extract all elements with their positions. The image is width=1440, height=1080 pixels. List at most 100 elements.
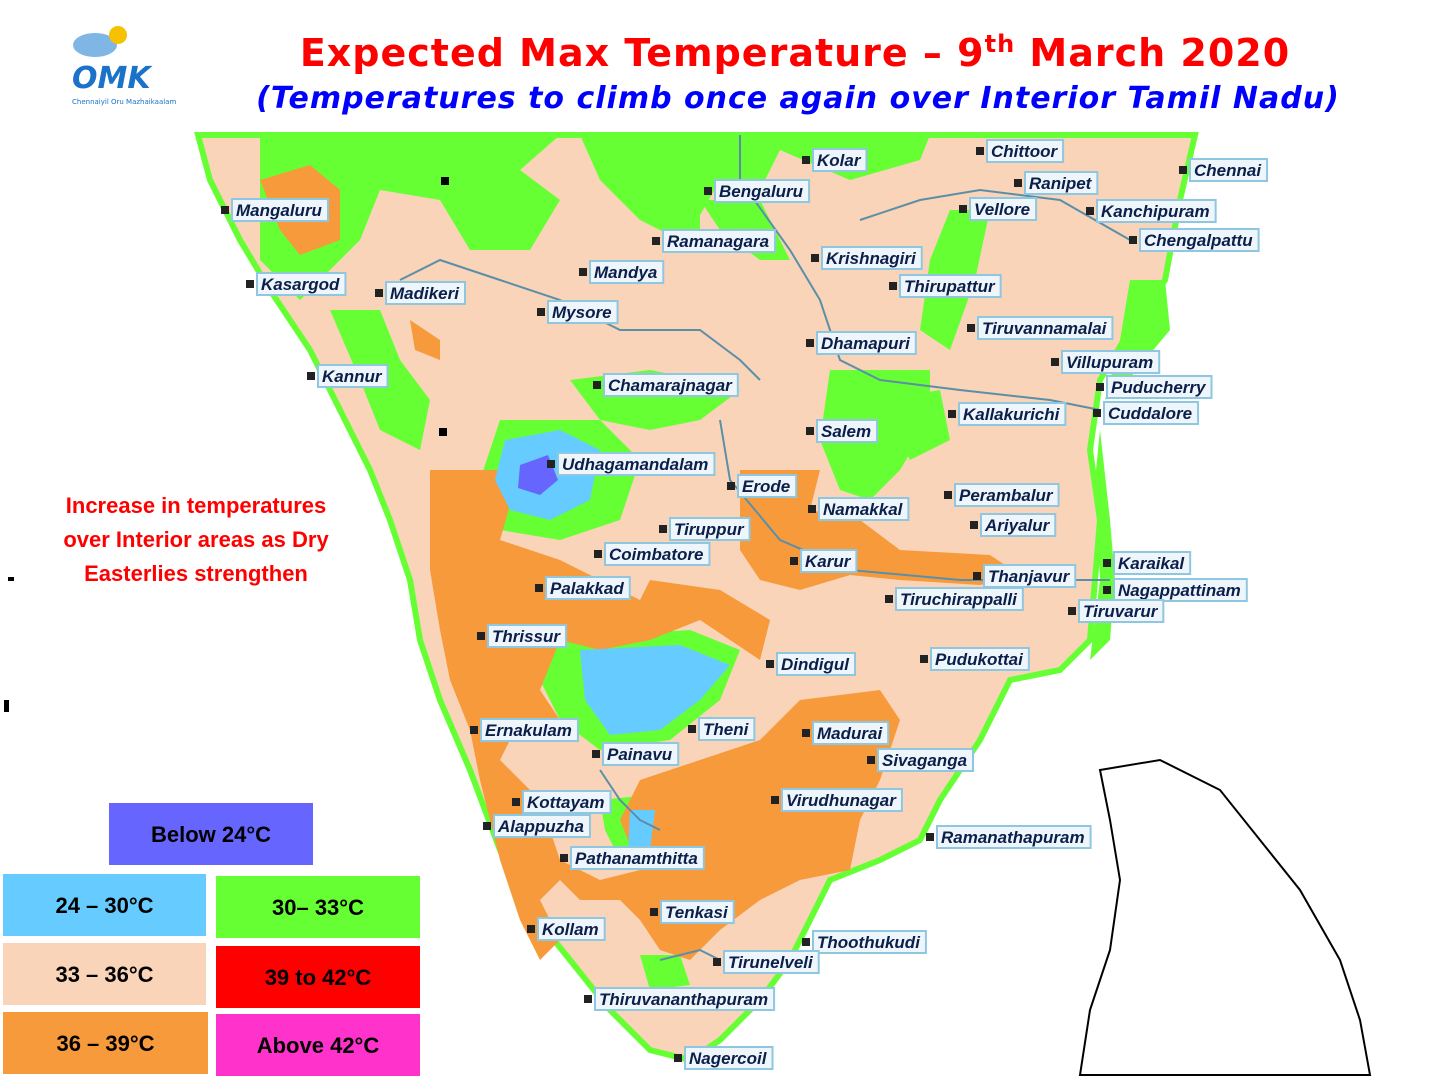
legend-swatch	[3, 943, 206, 1005]
subtitle: (Temperatures to climb once again over I…	[256, 81, 1340, 116]
city-label: Mangaluru	[236, 201, 323, 220]
city-label: Tirunelveli	[728, 953, 814, 972]
city: Thiruvananthapuram	[584, 987, 776, 1011]
city: Coimbatore	[594, 542, 711, 566]
city-label-box	[317, 364, 389, 388]
city-marker	[802, 938, 810, 946]
city-label-box	[1078, 599, 1165, 623]
city-label: Thirupattur	[904, 277, 996, 296]
legend-label: Above 42°C	[257, 1033, 380, 1058]
city-label-box	[986, 139, 1065, 163]
city: Tiruppur	[659, 517, 751, 541]
city-marker	[1068, 607, 1076, 615]
city-label-box	[816, 331, 917, 355]
annotation-line: over Interior areas as Dry	[63, 527, 329, 552]
city-marker	[802, 729, 810, 737]
city-label: Vellore	[974, 200, 1030, 219]
city-label: Nagappattinam	[1118, 581, 1241, 600]
city-label: Painavu	[607, 745, 673, 764]
city-label: Tiruvarur	[1083, 602, 1159, 621]
city-marker	[926, 833, 934, 841]
city: Ernakulam	[470, 718, 579, 742]
city: Namakkal	[808, 497, 910, 521]
city-label: Nagercoil	[689, 1049, 768, 1068]
city-label: Erode	[742, 477, 790, 496]
city-label-box	[812, 721, 890, 745]
city: Tiruchirappalli	[885, 587, 1024, 611]
city-label-box	[899, 274, 1002, 298]
city-marker	[806, 427, 814, 435]
city-marker	[307, 372, 315, 380]
city-marker	[1093, 409, 1101, 417]
city: Karaikal	[1103, 551, 1192, 575]
city: Puducherry	[1096, 375, 1213, 399]
city: Madurai	[802, 721, 890, 745]
city-marker	[512, 798, 520, 806]
city-marker	[885, 595, 893, 603]
legend: Below 24°C 24 – 30°C 30– 33°C 33 – 36°C 39 t…	[3, 803, 420, 1076]
city-label-box	[480, 718, 579, 742]
city-label-box	[231, 198, 329, 222]
city-label-box	[669, 517, 751, 541]
city: Nagercoil	[674, 1046, 774, 1070]
city-marker	[959, 205, 967, 213]
city: Tiruvarur	[1068, 599, 1165, 623]
city: Salem	[806, 419, 879, 443]
city: Palakkad	[535, 576, 631, 600]
city-label: Cuddalore	[1108, 404, 1192, 423]
city-marker	[766, 660, 774, 668]
city-label: Udhagamandalam	[562, 455, 708, 474]
city-label-box	[385, 281, 466, 305]
city-marker	[771, 796, 779, 804]
title-part: March 2020	[1015, 31, 1290, 75]
city-label-box	[1139, 228, 1260, 252]
city: Ranipet	[1014, 171, 1099, 195]
city: Cuddalore	[1093, 401, 1200, 425]
city-label: Kolar	[817, 151, 862, 170]
city-label: Kallakurichi	[963, 405, 1061, 424]
city: Tenkasi	[650, 900, 735, 924]
city-label-box	[895, 587, 1024, 611]
city: Chengalpattu	[1129, 228, 1260, 252]
city-label-box	[698, 717, 756, 741]
city-label: Coimbatore	[609, 545, 703, 564]
city-marker	[527, 925, 535, 933]
city-label: Thoothukudi	[817, 933, 921, 952]
city-label-box	[737, 474, 798, 498]
city-label-box	[1113, 578, 1248, 602]
city-label: Ramanathapuram	[941, 828, 1085, 847]
city-marker	[592, 750, 600, 758]
city-marker	[808, 505, 816, 513]
city-label: Tenkasi	[665, 903, 729, 922]
city-label: Kollam	[542, 920, 599, 939]
city-label: Thrissur	[492, 627, 561, 646]
city: Perambalur	[944, 483, 1060, 507]
city-marker	[1086, 207, 1094, 215]
city-label-box	[977, 316, 1114, 340]
city-label: Kottayam	[527, 793, 604, 812]
city: Chittoor	[976, 139, 1065, 163]
city-label: Madikeri	[390, 284, 460, 303]
logo-tagline: Chennaiyil Oru Mazhaikaalam	[72, 98, 176, 106]
city-label: Dhamapuri	[821, 334, 911, 353]
city: Chennai	[1179, 158, 1269, 182]
city-marker	[920, 655, 928, 663]
city-label-box	[547, 300, 619, 324]
city-label: Namakkal	[823, 500, 904, 519]
city: Thanjavur	[973, 564, 1077, 588]
city-marker	[976, 147, 984, 155]
legend-label: Below 24°C	[151, 822, 271, 847]
city-marker	[375, 289, 383, 297]
city-marker	[470, 726, 478, 734]
city-label: Ariyalur	[984, 516, 1051, 535]
city: Kottayam	[512, 790, 612, 814]
city-marker	[1103, 559, 1111, 567]
city-label-box	[594, 987, 776, 1011]
city-label: Dindigul	[781, 655, 850, 674]
city-label: Madurai	[817, 724, 883, 743]
city-label: Tiruvannamalai	[982, 319, 1108, 338]
city: Kannur	[307, 364, 389, 388]
legend-swatch	[3, 874, 206, 936]
city-label-box	[723, 950, 820, 974]
city-label: Pudukottai	[935, 650, 1024, 669]
